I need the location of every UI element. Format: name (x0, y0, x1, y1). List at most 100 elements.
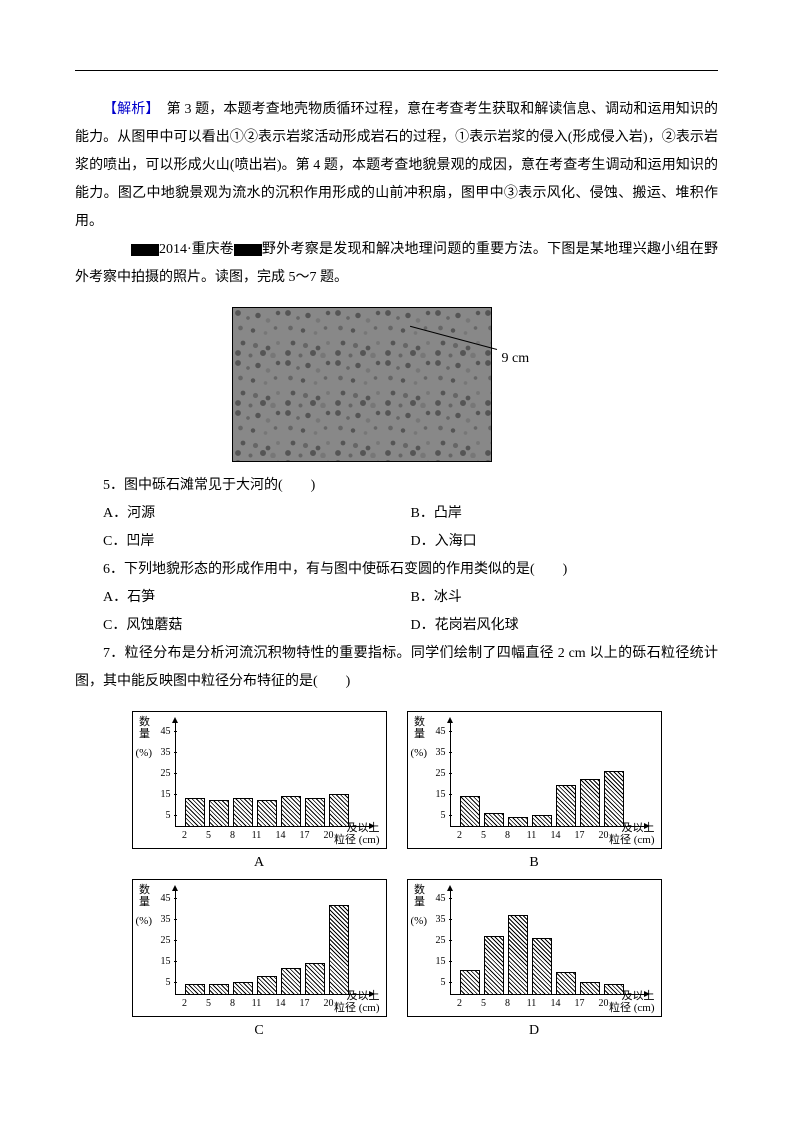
bar (185, 798, 205, 827)
y-tick: 35 (428, 748, 446, 758)
x-tick: 8 (505, 999, 510, 1009)
y-tick: 45 (428, 894, 446, 904)
x-tick: 5 (206, 999, 211, 1009)
chart-c-label: C (132, 1021, 387, 1041)
q5-opt-a: A．河源 (103, 500, 411, 528)
source-year: 2014·重庆卷 (159, 242, 234, 257)
bar (556, 972, 576, 995)
x-tick: 11 (252, 831, 262, 841)
chart-b-label: B (407, 853, 662, 873)
x-tick: 14 (551, 831, 561, 841)
q6-opt-c: C．风蚀蘑菇 (103, 612, 411, 640)
chart-c: 数量(%)及以上粒径 (cm)51525354525811141720 (132, 879, 387, 1017)
bar (604, 984, 624, 995)
x-tick: 5 (481, 999, 486, 1009)
plot-area: 51525354525811141720 (450, 890, 645, 995)
bar (305, 798, 325, 827)
q6-opt-b: B．冰斗 (411, 584, 719, 612)
x-tick: 2 (457, 831, 462, 841)
bar (580, 982, 600, 995)
y-axis-label: 数量 (139, 884, 151, 908)
q6-options-row1: A．石笋 B．冰斗 (75, 584, 718, 612)
chart-a-label: A (132, 853, 387, 873)
y-tick: 25 (428, 936, 446, 946)
y-tick: 15 (153, 957, 171, 967)
y-axis-unit: (%) (411, 742, 428, 764)
bar (556, 785, 576, 827)
chart-b: 数量(%)及以上粒径 (cm)51525354525811141720 (407, 711, 662, 849)
source-paragraph: 2014·重庆卷野外考察是发现和解决地理问题的重要方法。下图是某地理兴趣小组在野… (75, 236, 718, 292)
analysis-label: 【解析】 (103, 102, 153, 117)
x-tick: 11 (252, 999, 262, 1009)
y-tick: 45 (428, 727, 446, 737)
y-axis-unit: (%) (136, 910, 153, 932)
x-tick: 8 (230, 831, 235, 841)
q5-stem: 5．图中砾石滩常见于大河的( ) (75, 472, 718, 500)
y-tick: 25 (428, 769, 446, 779)
bar (329, 905, 349, 995)
gravel-figure: 9 cm (232, 307, 562, 462)
x-tick: 17 (575, 831, 585, 841)
x-tick: 17 (300, 831, 310, 841)
y-axis-label: 数量 (139, 716, 151, 740)
q5-options-row1: A．河源 B．凸岸 (75, 500, 718, 528)
x-tick: 14 (551, 999, 561, 1009)
bar (281, 796, 301, 828)
y-tick: 5 (428, 811, 446, 821)
q5-opt-c: C．凹岸 (103, 528, 411, 556)
y-tick: 35 (153, 915, 171, 925)
bar (257, 976, 277, 995)
x-tick: 11 (527, 831, 537, 841)
x-tick: 14 (276, 999, 286, 1009)
x-tick: 11 (527, 999, 537, 1009)
y-tick: 5 (153, 811, 171, 821)
source-mark: 2014·重庆卷 (103, 236, 262, 264)
analysis-text: 第 3 题，本题考查地壳物质循环过程，意在考查考生获取和解读信息、调动和运用知识… (75, 102, 718, 229)
x-tick: 2 (457, 999, 462, 1009)
bar (484, 813, 504, 828)
bar (233, 798, 253, 827)
x-tick: 20 (324, 999, 334, 1009)
x-tick: 8 (505, 831, 510, 841)
x-tick: 8 (230, 999, 235, 1009)
bar (508, 817, 528, 828)
bar (305, 963, 325, 995)
y-axis-unit: (%) (136, 742, 153, 764)
x-tick: 2 (182, 999, 187, 1009)
bar (508, 915, 528, 995)
x-tick: 2 (182, 831, 187, 841)
y-tick: 25 (153, 936, 171, 946)
bar (185, 984, 205, 995)
y-tick: 35 (153, 748, 171, 758)
q5-options-row2: C．凹岸 D．入海口 (75, 528, 718, 556)
gravel-image (232, 307, 492, 462)
bar (604, 771, 624, 828)
y-tick: 15 (153, 790, 171, 800)
plot-area: 51525354525811141720 (450, 722, 645, 827)
y-tick: 35 (428, 915, 446, 925)
bar (329, 794, 349, 828)
x-tick: 14 (276, 831, 286, 841)
y-tick: 5 (153, 978, 171, 988)
bar (460, 796, 480, 828)
charts-container: 数量(%)及以上粒径 (cm)51525354525811141720 数量(%… (132, 711, 662, 1046)
x-tick: 5 (481, 831, 486, 841)
y-tick: 5 (428, 978, 446, 988)
bar (580, 779, 600, 827)
bar (484, 936, 504, 995)
x-tick: 5 (206, 831, 211, 841)
y-tick: 45 (153, 727, 171, 737)
bar (209, 800, 229, 827)
q5-opt-b: B．凸岸 (411, 500, 719, 528)
y-tick: 15 (428, 957, 446, 967)
y-tick: 45 (153, 894, 171, 904)
y-axis-label: 数量 (414, 884, 426, 908)
q7-stem: 7．粒径分布是分析河流沉积物特性的重要指标。同学们绘制了四幅直径 2 cm 以上… (75, 640, 718, 696)
bar (257, 800, 277, 827)
q6-stem: 6．下列地貌形态的形成作用中，有与图中使砾石变圆的作用类似的是( ) (75, 556, 718, 584)
q6-options-row2: C．风蚀蘑菇 D．花岗岩风化球 (75, 612, 718, 640)
x-tick: 17 (300, 999, 310, 1009)
y-axis-unit: (%) (411, 910, 428, 932)
analysis-paragraph: 【解析】 第 3 题，本题考查地壳物质循环过程，意在考查考生获取和解读信息、调动… (75, 96, 718, 236)
y-axis-label: 数量 (414, 716, 426, 740)
